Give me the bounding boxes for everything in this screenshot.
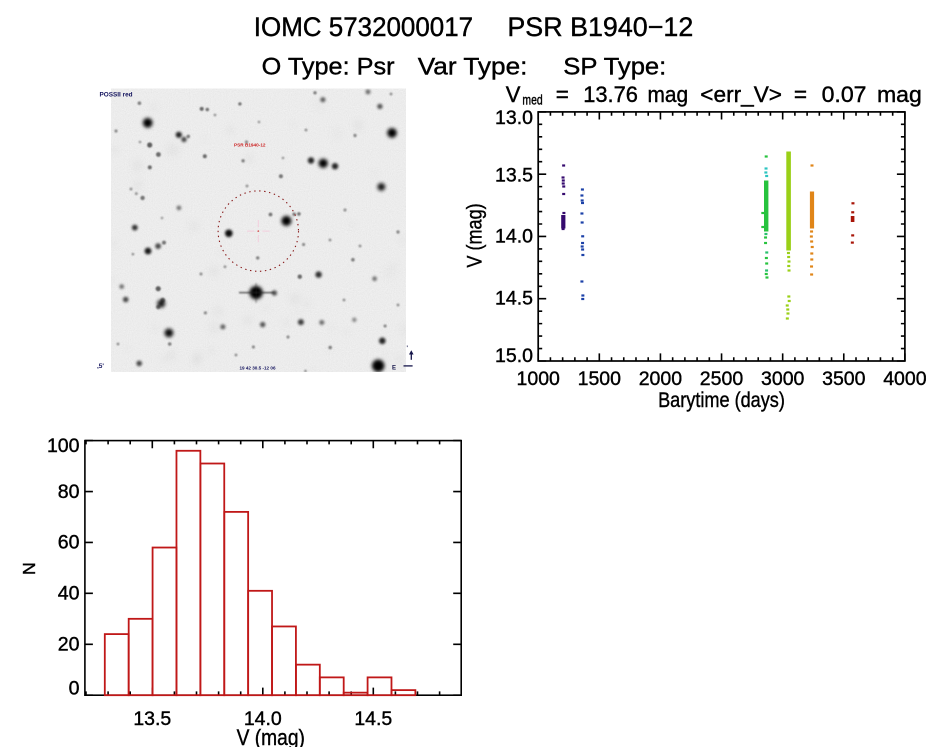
svg-text:1500: 1500 [578,368,622,390]
svg-text:14.0: 14.0 [495,226,533,248]
svg-text:SP Type:: SP Type: [563,54,666,81]
svg-text:V: V [506,82,521,107]
svg-text:2000: 2000 [639,368,683,390]
svg-text:2500: 2500 [700,368,744,390]
svg-text:14.5: 14.5 [495,288,533,310]
svg-text:15.0: 15.0 [495,345,533,367]
svg-text:13.76: 13.76 [583,82,638,107]
svg-text:=: = [556,82,569,107]
svg-text:0.07: 0.07 [822,82,867,107]
svg-text:PSR B1940-12: PSR B1940-12 [234,143,266,148]
svg-text:80: 80 [58,481,80,503]
svg-text:4000: 4000 [883,368,927,390]
svg-text:PSR B1940−12: PSR B1940−12 [507,12,693,42]
svg-text:0: 0 [69,678,80,700]
svg-text:POSSII red: POSSII red [100,92,133,99]
svg-text:<err_V>: <err_V> [700,82,782,107]
svg-text:100: 100 [47,435,80,457]
svg-text:1000: 1000 [517,368,561,390]
svg-text:13.5: 13.5 [495,165,533,187]
svg-text:19 42 30.5 -12 06: 19 42 30.5 -12 06 [239,366,275,371]
svg-text:14.0: 14.0 [244,708,282,730]
svg-text:V (mag): V (mag) [237,725,305,747]
svg-text:mag: mag [877,82,922,107]
svg-text:E: E [392,366,396,372]
svg-text:,5': ,5' [97,363,104,370]
svg-text:40: 40 [58,583,80,605]
svg-text:20: 20 [58,634,80,656]
svg-text:13.0: 13.0 [495,107,533,129]
svg-text:Var Type:: Var Type: [418,54,528,81]
svg-text:med: med [522,92,542,107]
svg-text:14.5: 14.5 [354,708,392,730]
svg-text:mag: mag [648,82,689,107]
svg-text:V (mag): V (mag) [461,203,486,267]
svg-text:=: = [794,82,807,107]
svg-text:O Type: Psr: O Type: Psr [262,54,395,81]
svg-text:N: N [19,562,39,575]
svg-text:': ' [407,346,409,352]
svg-text:13.5: 13.5 [133,708,171,730]
svg-text:IOMC 5732000017: IOMC 5732000017 [254,12,473,42]
svg-text:Barytime (days): Barytime (days) [658,387,785,412]
svg-text:3500: 3500 [822,368,866,390]
svg-text:60: 60 [58,532,80,554]
svg-text:3000: 3000 [761,368,805,390]
